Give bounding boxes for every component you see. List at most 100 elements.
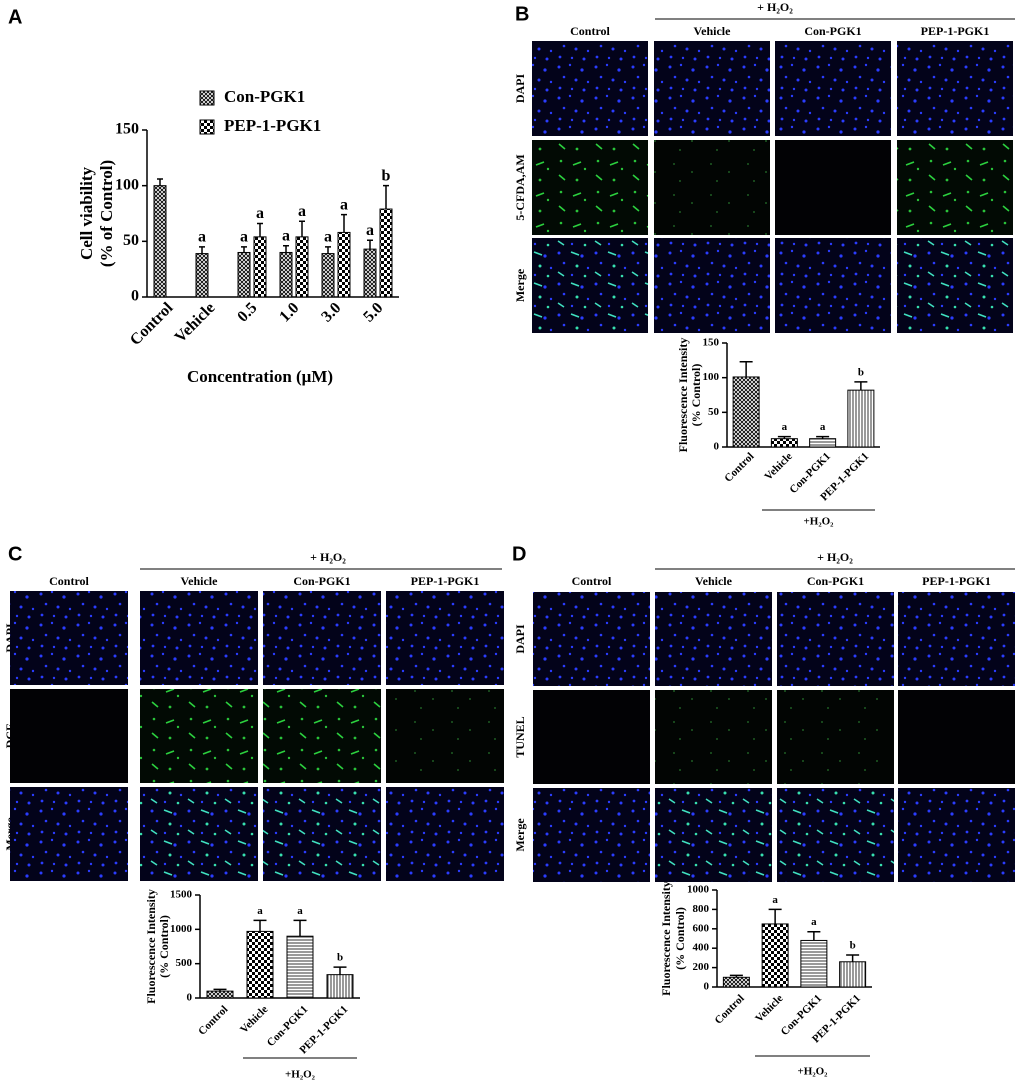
y-axis-label: (% of Control) [97, 160, 116, 267]
x-axis-label: Concentration (μM) [187, 367, 333, 386]
micrograph [532, 41, 648, 136]
significance-label: a [772, 894, 778, 906]
column-header: PEP-1-PGK1 [922, 574, 991, 588]
micrograph [898, 690, 1015, 784]
bar [363, 248, 377, 298]
micrograph [140, 689, 258, 783]
y-axis-label: Fluorescence Intensity [676, 338, 690, 453]
error-bar [257, 222, 263, 237]
column-header: Vehicle [181, 574, 219, 588]
bar [337, 231, 351, 298]
significance-label: a [820, 421, 826, 433]
row-label: DAPI [513, 624, 527, 654]
significance-label: a [366, 222, 374, 239]
bar [847, 389, 875, 448]
error-bar [283, 245, 289, 253]
y-tick-label: 150 [703, 337, 720, 349]
error-bar [777, 435, 791, 439]
error-bar [341, 213, 347, 233]
error-bar [293, 919, 307, 937]
group-label: +H₂O₂ [285, 1069, 316, 1081]
column-header: Control [572, 574, 612, 588]
micrograph [654, 41, 770, 136]
significance-label: a [256, 205, 264, 222]
legend-label: Con-PGK1 [224, 87, 305, 106]
column-header: Con-PGK1 [804, 24, 861, 38]
error-bar [157, 178, 163, 186]
group-label: +H₂O₂ [798, 1066, 829, 1078]
bar [722, 976, 750, 988]
micrograph [533, 592, 650, 686]
y-tick-label: 1000 [170, 923, 193, 935]
significance-label: a [811, 916, 817, 928]
y-axis-label: (% Control) [157, 915, 171, 978]
bar [379, 208, 393, 298]
bar [839, 961, 867, 988]
y-tick-label: 600 [693, 922, 710, 934]
y-tick-label: 800 [693, 903, 710, 915]
bar [321, 253, 335, 298]
error-bar [241, 246, 247, 253]
error-bar [367, 239, 373, 250]
error-bar [739, 360, 753, 377]
error-bar [325, 246, 331, 254]
micrograph [263, 787, 381, 881]
y-tick-label: 1000 [687, 884, 710, 896]
error-bar [299, 220, 305, 237]
micrograph [10, 787, 128, 881]
panel-letter: C [8, 543, 22, 565]
error-bar [854, 381, 868, 391]
treatment-label: + H₂O₂ [817, 550, 853, 564]
micrograph [654, 140, 770, 235]
significance-label: b [858, 366, 864, 378]
bar [246, 930, 274, 999]
panel-letter: A [8, 6, 22, 28]
row-label: TUNEL [513, 716, 527, 757]
y-tick-label: 0 [131, 288, 139, 305]
micrograph [775, 238, 891, 333]
treatment-label: + H₂O₂ [310, 550, 346, 564]
y-tick-label: 0 [714, 441, 720, 453]
error-bar [729, 974, 743, 978]
y-tick-label: 50 [123, 232, 139, 249]
error-bar [213, 988, 227, 992]
bar [295, 236, 309, 298]
legend-label: PEP-1-PGK1 [224, 116, 321, 135]
significance-label: a [297, 905, 303, 917]
micrograph [655, 592, 772, 686]
significance-label: a [340, 196, 348, 213]
bar [286, 935, 314, 999]
significance-label: b [850, 940, 856, 952]
panel-letter: B [515, 3, 529, 25]
error-bar [816, 435, 830, 439]
micrograph [777, 592, 894, 686]
significance-label: a [257, 905, 263, 917]
bar [195, 253, 209, 298]
y-tick-label: 0 [704, 981, 710, 993]
micrograph [386, 787, 504, 881]
error-bar [807, 930, 821, 941]
micrograph [897, 140, 1013, 235]
micrograph [897, 41, 1013, 136]
significance-label: a [324, 229, 332, 246]
y-axis-label: (% Control) [689, 364, 703, 427]
y-tick-label: 150 [115, 121, 139, 138]
row-label: Merge [513, 818, 527, 852]
micrograph [898, 788, 1015, 882]
significance-label: a [282, 227, 290, 244]
y-axis-label: Cell viability [77, 166, 96, 260]
micrograph [655, 690, 772, 784]
y-tick-label: 50 [708, 406, 720, 418]
y-tick-label: 1500 [170, 889, 193, 901]
bar [800, 939, 828, 988]
significance-label: a [782, 421, 788, 433]
micrograph [533, 690, 650, 784]
y-tick-label: 0 [187, 992, 193, 1004]
bar [206, 990, 234, 999]
column-header: Vehicle [694, 24, 732, 38]
row-label: 5-CFDA,AM [513, 154, 527, 220]
column-header: Con-PGK1 [293, 574, 350, 588]
column-header: PEP-1-PGK1 [411, 574, 480, 588]
bar [279, 251, 293, 298]
bar [770, 438, 798, 448]
